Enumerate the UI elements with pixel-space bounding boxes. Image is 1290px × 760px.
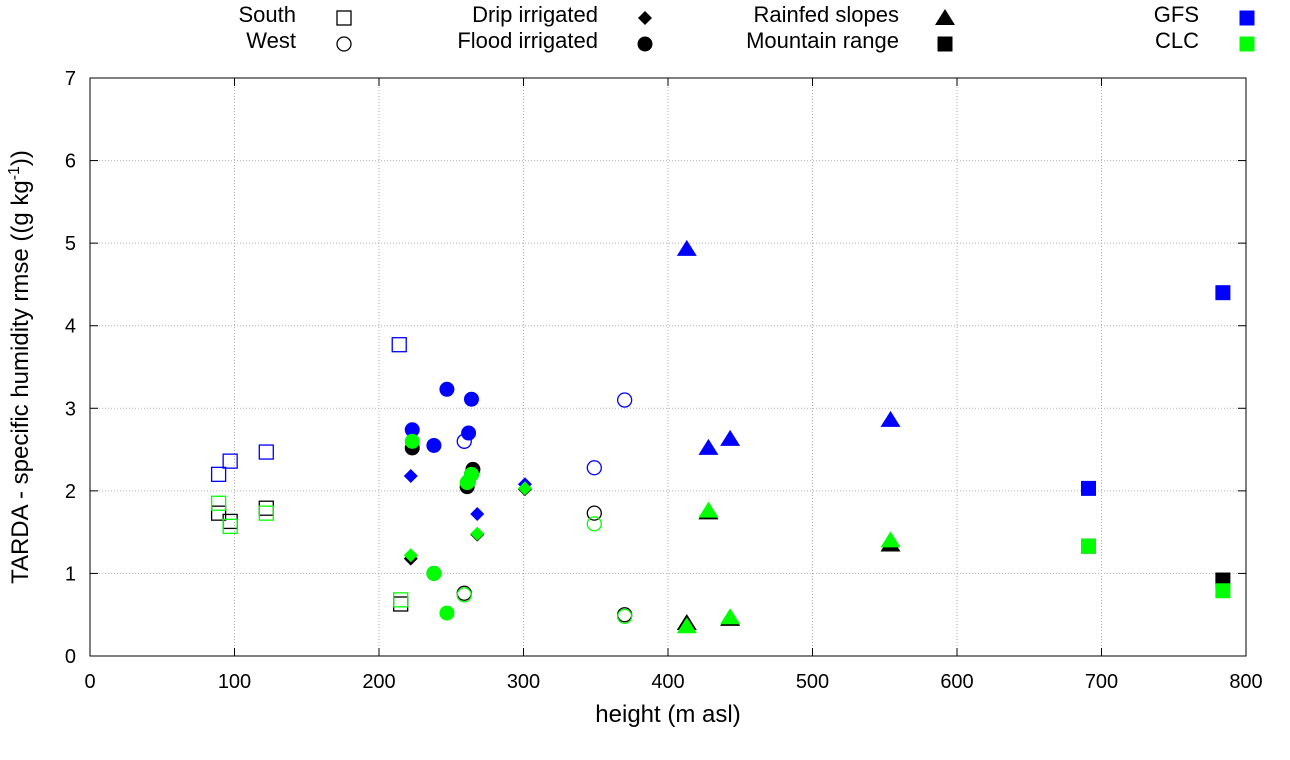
grid-lines <box>90 78 1246 656</box>
data-point-south-gfs <box>222 453 238 469</box>
x-tick-label: 100 <box>218 671 251 693</box>
legend-label: CLC <box>1155 28 1199 53</box>
y-tick-label: 0 <box>65 646 76 668</box>
data-point-rainfed-gfs <box>698 438 719 455</box>
y-tick-label: 7 <box>65 68 76 90</box>
y-tick-label: 5 <box>65 233 76 255</box>
data-point-drip-clc <box>470 526 485 541</box>
legend-marker <box>637 36 653 52</box>
data-point-flood-gfs <box>439 381 455 397</box>
x-tick-label: 200 <box>362 671 395 693</box>
data-point-flood-clc <box>404 433 420 449</box>
data-point-rainfed-clc <box>880 531 901 548</box>
data-point-flood-gfs <box>463 391 479 407</box>
x-tick-label: 500 <box>796 671 829 693</box>
data-point-south-baseline <box>210 505 227 521</box>
data-point-west-gfs <box>617 392 633 408</box>
data-point-west-baseline <box>586 505 602 521</box>
y-axis-label-tail: )) <box>7 150 34 166</box>
data-point-rainfed-clc <box>698 501 719 518</box>
data-points <box>210 239 1231 634</box>
legend-marker <box>638 11 652 25</box>
data-point-mountain-clc <box>1215 583 1231 599</box>
y-tick-label: 3 <box>65 398 76 420</box>
data-point-flood-gfs <box>404 422 420 438</box>
legend-marker <box>336 36 352 52</box>
legend-marker <box>935 9 955 25</box>
data-point-rainfed-gfs <box>720 429 741 446</box>
y-tick-label: 1 <box>65 563 76 585</box>
x-tick-label: 700 <box>1085 671 1118 693</box>
data-point-flood-clc <box>439 605 455 621</box>
legend-label: GFS <box>1154 2 1199 27</box>
legend-label: Rainfed slopes <box>753 2 899 27</box>
x-tick-label: 600 <box>940 671 973 693</box>
data-point-mountain-gfs <box>1215 285 1231 301</box>
data-point-rainfed-gfs <box>880 410 901 427</box>
legend-marker <box>937 36 953 52</box>
data-point-mountain-clc <box>1080 538 1096 554</box>
data-point-south-gfs <box>210 466 227 482</box>
data-point-drip-gfs <box>403 468 418 483</box>
data-point-flood-clc <box>426 565 442 581</box>
y-axis-label: TARDA - specific humidity rmse ((g kg-1)… <box>6 150 34 584</box>
data-point-rainfed-clc <box>676 617 697 634</box>
y-axis-label-superscript: -1 <box>6 166 23 180</box>
data-point-flood-gfs <box>426 437 442 453</box>
x-tick-label: 800 <box>1229 671 1262 693</box>
data-point-west-clc <box>586 516 602 532</box>
data-point-drip-gfs <box>470 506 485 521</box>
legend-label: Mountain range <box>746 28 899 53</box>
legend-label: West <box>246 28 296 53</box>
legend-label: South <box>239 2 297 27</box>
data-point-drip-clc <box>517 481 532 496</box>
data-point-mountain-gfs <box>1080 480 1096 496</box>
legend-marker <box>1239 10 1255 26</box>
legend-label: Drip irrigated <box>472 2 598 27</box>
data-point-drip-clc <box>403 548 418 563</box>
data-point-flood-clc <box>459 475 475 491</box>
x-tick-label: 300 <box>507 671 540 693</box>
data-point-south-clc <box>210 495 227 511</box>
data-point-south-clc <box>222 518 238 535</box>
data-point-west-clc <box>617 608 633 625</box>
data-point-rainfed-gfs <box>676 239 697 256</box>
x-tick-label: 0 <box>84 671 95 693</box>
axis-ticks: 0 100 200 300 400 500 600 700 800 0 1 2 3 4 5 6 7 <box>65 68 1263 693</box>
x-tick-label: 400 <box>651 671 684 693</box>
data-point-south-gfs <box>258 444 274 460</box>
y-tick-label: 2 <box>65 481 76 503</box>
data-point-south-gfs <box>391 337 407 353</box>
x-axis-label: height (m asl) <box>595 701 740 728</box>
legend-label: Flood irrigated <box>457 28 598 53</box>
data-point-west-gfs <box>586 460 602 476</box>
data-point-west-clc <box>456 587 472 603</box>
legend-marker <box>336 10 352 26</box>
y-tick-label: 6 <box>65 151 76 173</box>
data-point-flood-gfs <box>461 425 477 441</box>
data-point-south-clc <box>393 592 409 608</box>
legend-marker <box>1239 36 1255 52</box>
data-point-rainfed-clc <box>720 608 741 625</box>
y-axis-label-main: TARDA - specific humidity rmse ((g kg <box>7 180 34 584</box>
data-point-south-clc <box>258 505 274 521</box>
y-tick-label: 4 <box>65 316 76 338</box>
